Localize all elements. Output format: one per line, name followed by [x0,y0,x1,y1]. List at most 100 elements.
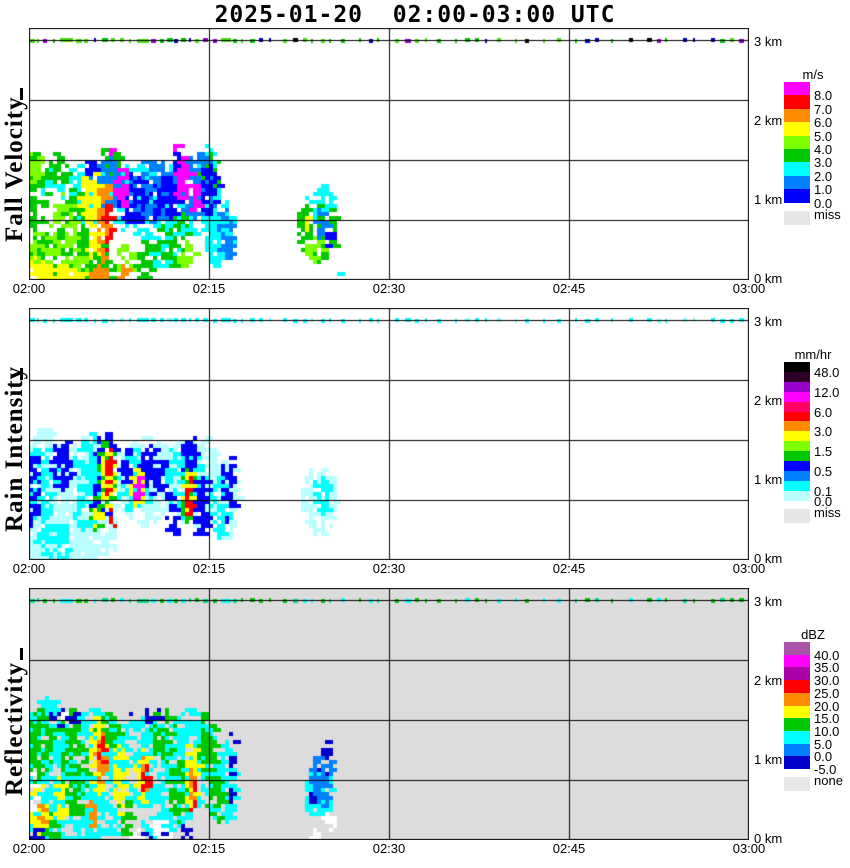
y-axis-title-fall-velocity: Fall Velocity [1,96,28,242]
legend-color-box [784,381,810,393]
legend-missing-box [784,777,810,791]
legend-color-box [784,401,810,412]
legend-value-label: 30.0 [814,673,840,689]
time-tick-label: 03:00 [732,841,766,856]
height-label: 0 km [754,831,783,846]
legend-color-box [784,431,810,442]
legend-color-box [784,135,810,150]
legend-color-box [784,730,810,745]
time-tick-label: 02:00 [12,841,46,856]
legend-fall-velocity: m/s 8.0 7.0 6.0 5.0 4.0 3.0 2.0 1.0 0.0 miss [784,59,850,289]
legend-value-label: 3.0 [814,155,833,171]
legend-value-label: 1.0 [814,182,833,198]
legend-color-box [784,692,810,706]
legend-missing-box [784,210,810,225]
legend-value-label: 35.0 [814,660,840,676]
legend-color-box [784,371,810,383]
legend-value-label: 25.0 [814,685,840,701]
reflectivity-heatmap [29,588,749,840]
axis-tick [20,648,23,660]
height-label: 3 km [754,34,783,49]
y-axis-title-reflectivity: Reflectivity [1,661,28,797]
legend-units-label: m/s [802,67,824,82]
legend-units-label: dBZ [801,627,825,642]
legend-color-box [784,461,810,472]
time-tick-label: 02:15 [192,841,226,856]
legend-color-box [784,391,810,403]
height-label: 1 km [754,472,783,487]
legend-value-label: 5.0 [814,128,833,144]
legend-value-label: 1.5 [814,444,833,460]
height-label: 0 km [754,271,783,286]
legend-value-label: 0.1 [814,483,833,499]
legend-value-label: 5.0 [814,736,833,752]
legend-color-box [784,82,810,96]
legend-color-box [784,189,810,204]
legend-value-label: 6.0 [814,115,833,131]
legend-rain-intensity: mm/hr 48.0 12.0 6.0 3.0 1.5 0.5 0.1 0.0 miss [784,339,850,569]
legend-missing-box [784,508,810,523]
legend-value-label: 12.0 [814,384,840,400]
legend-color-box [784,441,810,452]
legend-missing-label: miss [814,504,841,520]
legend-value-label: 6.0 [814,404,833,420]
legend-missing-label: miss [814,206,841,222]
height-label: 1 km [754,192,783,207]
axis-tick [20,368,23,380]
time-tick-label: 02:45 [552,561,586,576]
time-tick-label: 02:30 [372,561,406,576]
legend-value-label: 0.5 [814,463,833,479]
legend-missing-label: none [814,773,843,788]
legend-reflectivity: dBZ 40.0 35.0 30.0 25.0 20.0 15.0 10.0 5.0 0.0 -5.… [784,619,850,849]
legend-value-label: 7.0 [814,101,833,117]
legend-units-label: mm/hr [794,347,832,362]
legend-color-box [784,667,810,681]
legend-value-label: 20.0 [814,698,840,714]
axis-tick [20,88,23,100]
legend-value-label: 40.0 [814,647,840,663]
time-tick-label: 03:00 [732,561,766,576]
legend-color-box [784,122,810,137]
legend-color-box [784,162,810,177]
legend-value-label: 10.0 [814,723,840,739]
time-tick-label: 02:15 [192,281,226,296]
legend-value-label: 48.0 [814,364,840,380]
legend-color-box [784,490,810,502]
legend-color-box [784,95,810,110]
legend-color-box [784,642,810,656]
legend-color-box [784,470,810,482]
fall-velocity-heatmap [29,28,749,280]
time-tick-label: 02:00 [12,281,46,296]
time-tick-label: 02:15 [192,561,226,576]
legend-value-label: 3.0 [814,424,833,440]
y-axis-title-rain-intensity: Rain Intensity [1,365,28,533]
legend-color-box [784,149,810,163]
legend-value-label: 4.0 [814,142,833,157]
time-tick-label: 03:00 [732,281,766,296]
legend-value-label: 0.0 [814,749,833,765]
legend-color-box [784,108,810,123]
time-tick-label: 02:00 [12,561,46,576]
time-tick-label: 02:30 [372,281,406,296]
height-label: 3 km [754,314,783,329]
figure-title: 2025-01-20 02:00-03:00 UTC [214,2,616,28]
legend-color-box [784,451,810,462]
legend-color-box [784,175,810,190]
legend-color-box [784,680,810,694]
legend-color-box [784,705,810,719]
legend-color-box [784,421,810,432]
height-label: 1 km [754,752,783,767]
legend-value-label: 8.0 [814,88,833,104]
legend-color-box [784,743,810,757]
legend-color-box [784,718,810,732]
height-label: 3 km [754,594,783,609]
height-label: 2 km [754,113,783,128]
legend-value-label: 15.0 [814,711,840,727]
legend-color-box [784,411,810,422]
legend-value-label: -5.0 [814,762,837,777]
height-label: 2 km [754,673,783,688]
legend-color-box [784,480,810,492]
legend-value-label: 0.0 [814,195,833,211]
legend-color-box [784,362,810,373]
